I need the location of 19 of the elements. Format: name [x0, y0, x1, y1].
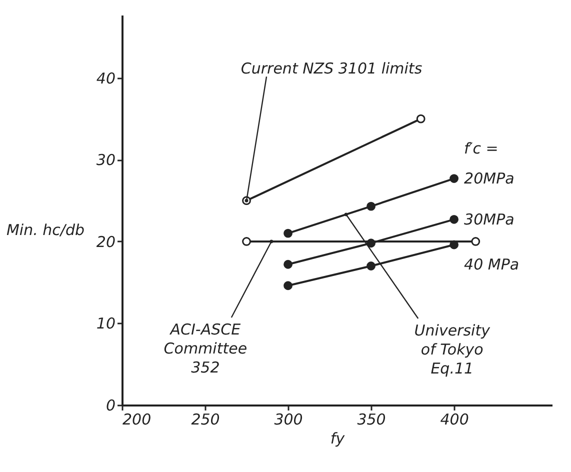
- series-label: 30MPa: [464, 210, 514, 228]
- x-tick-label: 300: [274, 410, 303, 428]
- x-tick-label: 250: [191, 410, 220, 428]
- x-axis-title: fy: [330, 430, 346, 448]
- y-tick-label: 10: [96, 314, 116, 333]
- annotation: ACI-ASCE Committee 352: [164, 320, 248, 376]
- series-label: 20MPa: [464, 170, 514, 188]
- x-tick-label: 350: [357, 410, 386, 428]
- y-tick-label: 40: [96, 69, 116, 88]
- series-label: 40 MPa: [464, 256, 520, 274]
- y-axis-title: Min. hc/db: [6, 221, 84, 239]
- legend-title: f′c =: [464, 140, 498, 158]
- y-tick-label: 20: [96, 232, 116, 251]
- x-tick-label: 400: [440, 410, 469, 428]
- annotation: Current NZS 3101 limits: [240, 60, 422, 78]
- y-tick-label: 0: [106, 396, 116, 414]
- annotation: University of Tokyo Eq.11: [414, 321, 492, 378]
- y-tick-label: 30: [96, 151, 116, 170]
- x-tick-label: 200: [122, 410, 152, 428]
